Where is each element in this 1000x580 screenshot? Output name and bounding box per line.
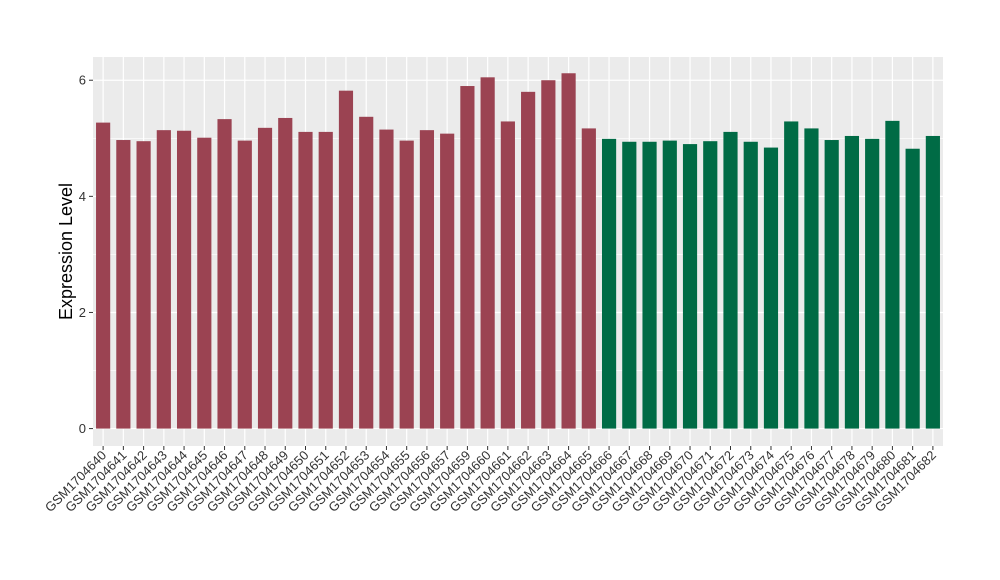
bar-GSM1704671 <box>703 141 718 429</box>
bar-GSM1704659 <box>460 86 475 429</box>
bar-GSM1704667 <box>622 141 637 429</box>
bar-GSM1704670 <box>682 144 698 429</box>
y-tick-label: 6 <box>79 73 86 88</box>
bar-GSM1704663 <box>541 80 556 429</box>
bar-GSM1704678 <box>844 135 860 429</box>
bar-GSM1704662 <box>521 91 536 429</box>
bars <box>96 73 940 429</box>
bar-GSM1704666 <box>601 138 617 429</box>
bar-GSM1704649 <box>278 117 293 429</box>
bar-GSM1704646 <box>217 119 232 429</box>
bar-GSM1704661 <box>500 121 515 429</box>
bar-GSM1704648 <box>257 127 273 429</box>
bar-GSM1704660 <box>480 77 495 429</box>
bar-GSM1704655 <box>399 140 414 429</box>
bar-GSM1704650 <box>298 131 313 429</box>
x-axis: GSM1704640GSM1704641GSM1704642GSM1704643… <box>42 446 939 515</box>
bar-GSM1704665 <box>581 128 596 429</box>
bar-GSM1704654 <box>379 129 394 429</box>
y-tick-label: 2 <box>79 305 86 320</box>
bar-GSM1704669 <box>662 140 677 429</box>
bar-GSM1704645 <box>197 137 212 429</box>
bar-GSM1704653 <box>359 116 374 429</box>
y-tick-label: 0 <box>79 421 86 436</box>
y-tick-label: 4 <box>79 189 86 204</box>
bar-GSM1704664 <box>561 73 576 429</box>
bar-GSM1704681 <box>905 148 920 429</box>
plot-panel <box>93 57 943 446</box>
bar-GSM1704647 <box>237 140 252 429</box>
y-axis: 0 2 4 6 <box>79 73 93 436</box>
bar-GSM1704677 <box>824 140 839 429</box>
bar-GSM1704651 <box>318 131 333 429</box>
bar-GSM1704656 <box>419 130 435 429</box>
bar-GSM1704640 <box>96 122 111 429</box>
bar-GSM1704676 <box>804 128 819 429</box>
bar-GSM1704657 <box>440 133 455 429</box>
y-axis-title: Expression Level <box>56 183 76 320</box>
bar-GSM1704673 <box>743 141 758 429</box>
bar-GSM1704675 <box>784 121 799 429</box>
bar-GSM1704644 <box>176 130 192 429</box>
bar-GSM1704641 <box>116 140 131 429</box>
bar-GSM1704679 <box>865 138 880 429</box>
bar-GSM1704652 <box>338 90 354 429</box>
bar-GSM1704642 <box>136 141 151 429</box>
bar-GSM1704674 <box>763 147 779 429</box>
bar-GSM1704668 <box>642 141 657 429</box>
bar-GSM1704672 <box>723 131 738 429</box>
bar-GSM1704643 <box>156 130 171 429</box>
bar-GSM1704682 <box>925 135 940 429</box>
bar-GSM1704680 <box>885 120 900 429</box>
